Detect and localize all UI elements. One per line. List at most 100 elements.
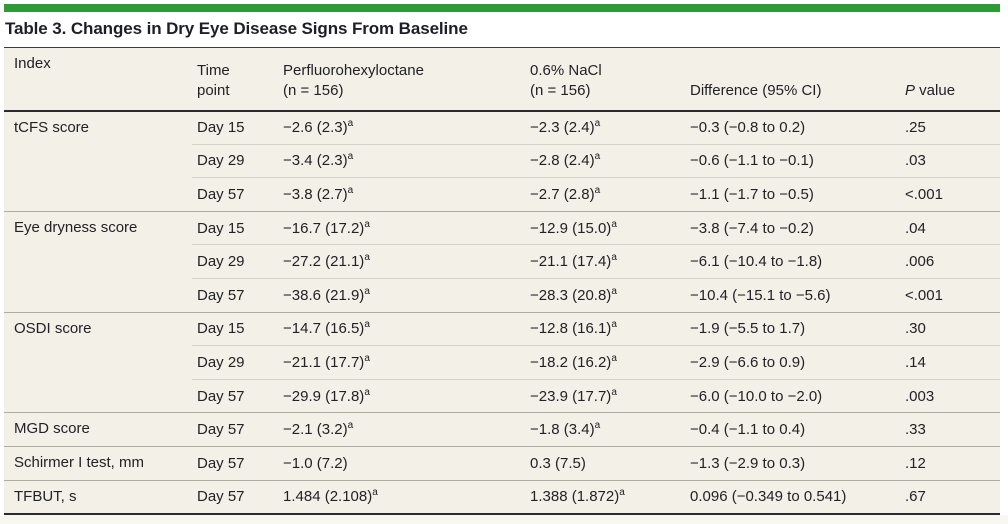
column-header-nacl: 0.6% NaCl (n = 156) xyxy=(525,47,685,112)
time-point-cell: Day 57 xyxy=(192,277,278,313)
footnote-marker: a xyxy=(347,118,354,130)
index-cell: OSDI score xyxy=(4,311,192,413)
column-header-difference: Difference (95% CI) xyxy=(685,47,900,112)
footnote-marker: a xyxy=(364,218,370,230)
p-value-rest: value xyxy=(915,82,956,100)
time-point-cell: Day 15 xyxy=(192,210,278,245)
perfluorohexyloctane-cell: −2.1 (3.2)a xyxy=(278,412,525,447)
nacl-cell: −18.2 (16.2)a xyxy=(525,345,685,380)
index-cell: TFBUT, s xyxy=(4,479,192,514)
difference-cell: −2.9 (−6.6 to 0.9) xyxy=(685,345,900,380)
footnote-marker: a xyxy=(372,487,378,499)
footnote-marker: a xyxy=(611,285,617,297)
nacl-cell: 1.388 (1.872)a xyxy=(525,479,685,514)
column-header-index: Index xyxy=(4,47,192,112)
time-point-cell: Day 29 xyxy=(192,143,278,178)
table-row: MGD score Day 57 −2.1 (3.2)a −1.8 (3.4)a −0.… xyxy=(4,412,1000,447)
difference-cell: −0.6 (−1.1 to −0.1) xyxy=(685,143,900,178)
difference-cell: −10.4 (−15.1 to −5.6) xyxy=(685,277,900,313)
table-row: Day 57 −29.9 (17.8)a −23.9 (17.7)a −6.0 (−1… xyxy=(4,378,1000,413)
table-row: Day 57 −3.8 (2.7)a −2.7 (2.8)a −1.1 (−1.7 t… xyxy=(4,177,1000,212)
table-row: Eye dryness score Day 15 −16.7 (17.2)a −12.… xyxy=(4,210,1000,313)
time-point-cell: Day 15 xyxy=(192,311,278,346)
p-value-cell: .25 xyxy=(905,119,926,137)
footnote-marker: a xyxy=(611,218,617,230)
time-point-cell: Day 57 xyxy=(192,479,278,514)
time-point-cell: Day 29 xyxy=(192,345,278,380)
footnote-marker: a xyxy=(347,151,354,163)
p-value-cell: <.001 xyxy=(900,277,1000,313)
nacl-cell: −21.1 (17.4)a xyxy=(525,244,685,279)
footnote-marker: a xyxy=(364,319,370,331)
p-value-cell: .03 xyxy=(900,143,1000,178)
table-title: Table 3. Changes in Dry Eye Disease Sign… xyxy=(5,19,468,38)
perfluorohexyloctane-cell: −3.4 (2.3)a xyxy=(278,143,525,178)
table-row: Schirmer I test, mm Day 57 −1.0 (7.2) 0.3 (… xyxy=(4,445,1000,481)
difference-cell: −0.3 (−0.8 to 0.2) xyxy=(690,119,806,137)
footnote-marker: a xyxy=(594,118,601,130)
nacl-cell: −2.3 (2.4)a xyxy=(530,118,601,137)
footnote-marker: a xyxy=(611,252,617,264)
index-cell: Schirmer I test, mm xyxy=(4,445,192,481)
p-value-cell: .30 xyxy=(900,311,1000,346)
p-value-cell: .003 xyxy=(900,378,1000,413)
footnote-marker: a xyxy=(594,151,601,163)
nacl-cell: −2.8 (2.4)a xyxy=(525,143,685,178)
p-value-cell: <.001 xyxy=(900,177,1000,212)
footnote-marker: a xyxy=(611,352,617,364)
p-value-cell: .04 xyxy=(900,210,1000,245)
nacl-cell: −1.8 (3.4)a xyxy=(525,412,685,447)
column-header-perfluorohexyloctane: Perfluorohexyloctane (n = 156) xyxy=(278,47,525,112)
difference-cell: −6.0 (−10.0 to −2.0) xyxy=(685,378,900,413)
perfluorohexyloctane-cell: −21.1 (17.7)a xyxy=(278,345,525,380)
footnote-marker: a xyxy=(347,184,354,196)
table-row: Day 29 −27.2 (21.1)a −21.1 (17.4)a −6.1 (−1… xyxy=(4,244,1000,279)
footnote-marker: a xyxy=(594,420,601,432)
perfluorohexyloctane-cell: −3.8 (2.7)a xyxy=(278,177,525,212)
index-cell: tCFS score xyxy=(14,118,90,136)
time-point-cell: Day 15 xyxy=(197,119,245,137)
time-point-cell: Day 29 xyxy=(192,244,278,279)
p-value-italic-p: P xyxy=(905,82,916,100)
p-value-cell: .33 xyxy=(900,412,1000,447)
table-row: Day 29 −21.1 (17.7)a −18.2 (16.2)a −2.9 (−6… xyxy=(4,345,1000,380)
difference-cell: −0.4 (−1.1 to 0.4) xyxy=(685,412,900,447)
perfluorohexyloctane-cell: −16.7 (17.2)a xyxy=(278,210,525,245)
time-point-cell: Day 57 xyxy=(192,378,278,413)
difference-cell: −1.3 (−2.9 to 0.3) xyxy=(685,445,900,481)
difference-cell: −6.1 (−10.4 to −1.8) xyxy=(685,244,900,279)
table-row: Day 29 −3.4 (2.3)a −2.8 (2.4)a −0.6 (−1.1 t… xyxy=(4,143,1000,178)
p-value-cell: .006 xyxy=(900,244,1000,279)
footnote-marker: a xyxy=(364,352,370,364)
perfluorohexyloctane-cell: 1.484 (2.108)a xyxy=(278,479,525,514)
footnote-marker: a xyxy=(619,487,625,499)
table-row: tCFS score Day 15 −2.6 (2.3)a −2.3 (2.4)a −0… xyxy=(4,111,1000,145)
footnote-marker: a xyxy=(364,386,370,398)
index-cell: Eye dryness score xyxy=(4,210,192,313)
table-body: tCFS score Day 15 −2.6 (2.3)a −2.3 (2.4)a −0… xyxy=(4,111,1000,514)
table-accent-bar xyxy=(4,4,1000,12)
perfluorohexyloctane-cell: −14.7 (16.5)a xyxy=(278,311,525,346)
column-header-time-point: Time point xyxy=(192,47,278,112)
nacl-cell: 0.3 (7.5) xyxy=(525,445,685,481)
difference-cell: −3.8 (−7.4 to −0.2) xyxy=(685,210,900,245)
nacl-cell: −12.8 (16.1)a xyxy=(525,311,685,346)
difference-cell: −1.1 (−1.7 to −0.5) xyxy=(685,177,900,212)
difference-cell: −1.9 (−5.5 to 1.7) xyxy=(685,311,900,346)
column-header-p-value: P value xyxy=(900,47,1000,112)
perfluorohexyloctane-cell: −29.9 (17.8)a xyxy=(278,378,525,413)
table-row: OSDI score Day 15 −14.7 (16.5)a −12.8 (16.1… xyxy=(4,311,1000,413)
nacl-cell: −23.9 (17.7)a xyxy=(525,378,685,413)
footnote-marker: a xyxy=(364,252,370,264)
header-row: Index Time point Perfluorohexyloctane (n… xyxy=(4,47,1000,112)
perfluorohexyloctane-cell: −27.2 (21.1)a xyxy=(278,244,525,279)
footnote-marker: a xyxy=(611,319,617,331)
p-value-cell: .67 xyxy=(900,479,1000,514)
table-row: TFBUT, s Day 57 1.484 (2.108)a 1.388 (1.872… xyxy=(4,479,1000,514)
nacl-cell: −2.7 (2.8)a xyxy=(525,177,685,212)
footnote-strip xyxy=(0,515,1008,524)
footnote-marker: a xyxy=(364,285,370,297)
nacl-cell: −28.3 (20.8)a xyxy=(525,277,685,313)
footnote-marker: a xyxy=(594,184,601,196)
nacl-cell: −12.9 (15.0)a xyxy=(525,210,685,245)
